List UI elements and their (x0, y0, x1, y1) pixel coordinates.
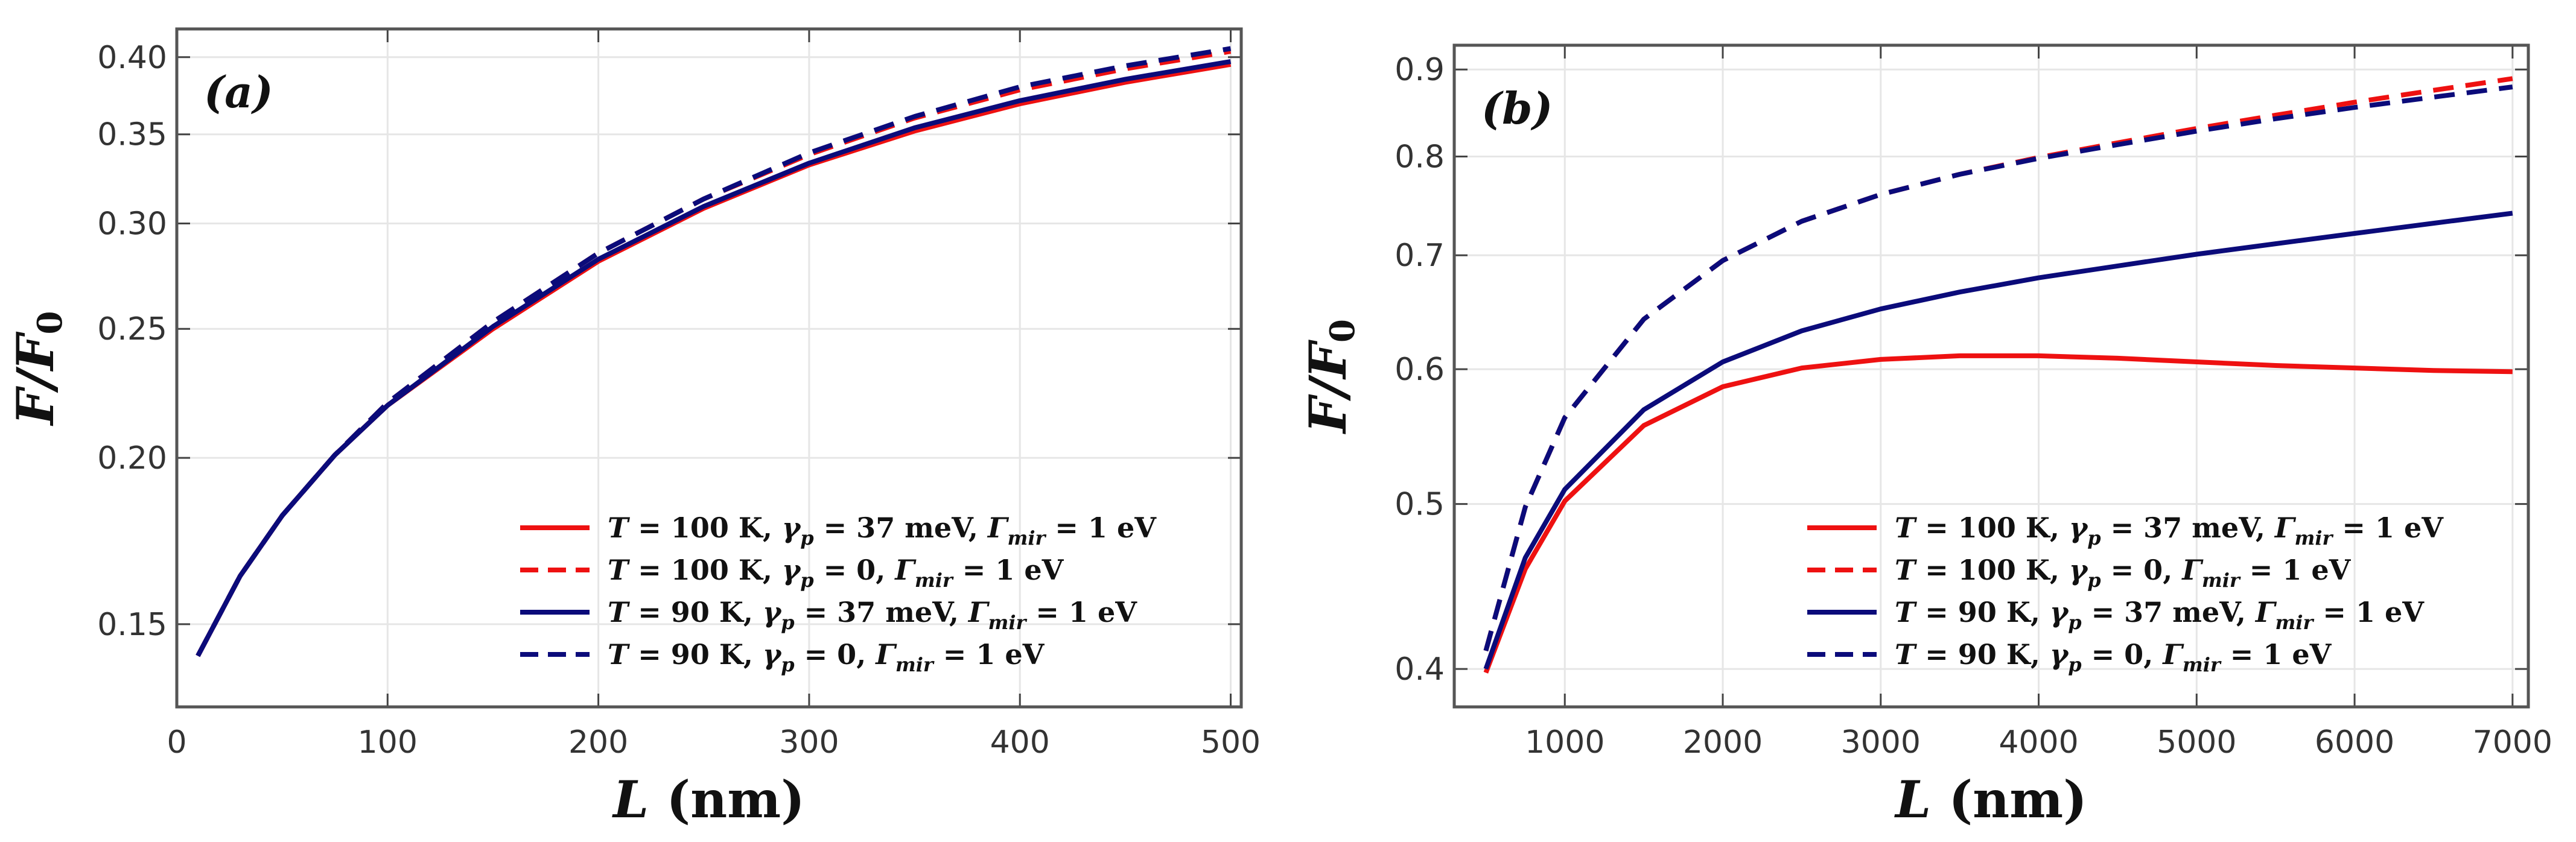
x-tick-label: 400 (990, 724, 1050, 761)
y-axis-title: F/F0 (5, 311, 70, 426)
legend: T = 100 K, γp = 37 meV, Γmir = 1 eV T = 1… (1807, 511, 2444, 676)
x-tick-label: 200 (568, 724, 628, 761)
series-line-3 (1483, 210, 2513, 670)
x-tick-label: 500 (1201, 724, 1261, 761)
legend-entry-label: T = 90 K, γp = 37 meV, Γmir = 1 eV (608, 596, 1137, 634)
legend: T = 100 K, γp = 37 meV, Γmir = 1 eV T = 1… (520, 511, 1157, 676)
y-tick-label: 0.8 (1395, 139, 1445, 176)
legend-entry-label: T = 90 K, γp = 37 meV, Γmir = 1 eV (1895, 596, 2425, 634)
x-tick-label: 0 (167, 724, 186, 761)
y-tick-label: 0.15 (97, 607, 167, 643)
x-axis-title: L (nm) (612, 770, 805, 829)
legend-entry-label: T = 90 K, γp = 0, Γmir = 1 eV (608, 638, 1045, 676)
panel-a: 0 100 200 300 400 500 0.15 0.20 0.25 0.30 0.35 0.40… (5, 27, 1261, 829)
panel-label: (b) (1481, 83, 1553, 134)
y-tick-label: 0.35 (97, 117, 167, 153)
y-tick-label: 0.4 (1395, 651, 1445, 688)
y-tick-label: 0.20 (97, 440, 167, 476)
x-tick-label: 3000 (1841, 724, 1921, 761)
series-line-4 (196, 46, 1232, 657)
legend-entry-label: T = 100 K, γp = 0, Γmir = 1 eV (1895, 554, 2352, 592)
y-tick-label: 0.25 (97, 311, 167, 347)
x-tick-label: 5000 (2157, 724, 2236, 761)
x-tick-label: 6000 (2315, 724, 2394, 761)
y-tick-label: 0.5 (1395, 487, 1445, 523)
x-tick-label: 100 (358, 724, 418, 761)
series-line-1 (1483, 353, 2513, 674)
x-tick-label: 1000 (1525, 724, 1604, 761)
x-tick-label: 300 (779, 724, 839, 761)
legend-entry-label: T = 90 K, γp = 0, Γmir = 1 eV (1895, 638, 2332, 676)
y-tick-label: 0.7 (1395, 238, 1445, 274)
y-axis-title: F/F0 (1298, 319, 1363, 434)
series-line-4 (1483, 84, 2513, 651)
plot-frame (1452, 43, 2530, 709)
y-tick-label: 0.6 (1395, 352, 1445, 388)
legend-entry-label: T = 100 K, γp = 37 meV, Γmir = 1 eV (1895, 511, 2444, 549)
x-tick-label: 7000 (2473, 724, 2552, 761)
x-tick-label: 2000 (1683, 724, 1763, 761)
legend-entry-label: T = 100 K, γp = 37 meV, Γmir = 1 eV (608, 511, 1157, 549)
plot-frame (175, 27, 1243, 709)
y-tick-label: 0.30 (97, 206, 167, 242)
panel-label: (a) (204, 66, 273, 118)
legend-entry-label: T = 100 K, γp = 0, Γmir = 1 eV (608, 554, 1064, 592)
y-tick-label: 0.9 (1395, 52, 1445, 88)
x-tick-label: 4000 (1999, 724, 2078, 761)
y-tick-label: 0.40 (97, 40, 167, 76)
x-axis-title: L (nm) (1894, 770, 2087, 829)
panel-b: 1000 2000 3000 4000 5000 6000 7000 0.4 0.5 0.6 0.7… (1298, 43, 2552, 829)
